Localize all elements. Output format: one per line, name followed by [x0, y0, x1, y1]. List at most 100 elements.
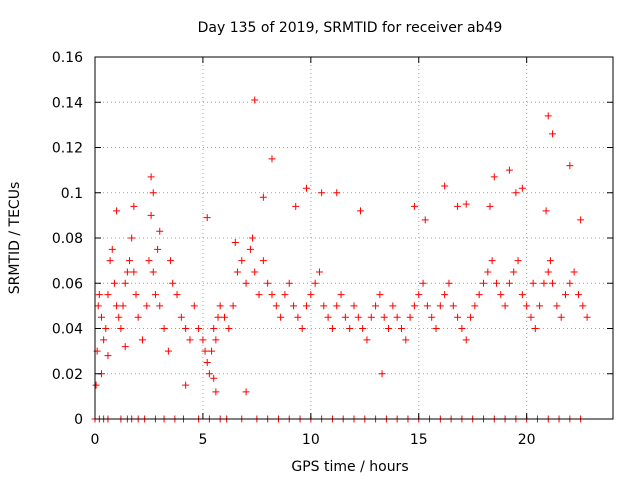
data-point — [445, 279, 453, 287]
data-point — [95, 291, 103, 299]
data-point — [328, 325, 336, 332]
data-point — [294, 313, 302, 321]
data-point — [458, 325, 466, 332]
data-point — [94, 302, 102, 310]
data-point — [359, 325, 367, 332]
data-point — [156, 302, 164, 310]
data-point — [540, 279, 548, 287]
data-point — [221, 313, 228, 321]
data-point — [100, 336, 108, 344]
data-point — [501, 302, 509, 310]
y-tick-label: 0.04 — [52, 322, 83, 338]
data-point — [441, 182, 449, 190]
data-point — [121, 343, 129, 351]
data-point — [113, 207, 121, 215]
data-point — [544, 112, 552, 120]
grid-lines — [95, 57, 613, 419]
data-point — [492, 279, 500, 287]
data-point — [177, 313, 185, 321]
data-point — [566, 279, 574, 287]
data-point — [203, 358, 211, 366]
x-tick-label: 0 — [91, 432, 100, 448]
data-point — [259, 257, 267, 265]
data-point — [104, 352, 112, 360]
data-point — [475, 291, 483, 299]
data-point — [128, 234, 136, 242]
data-point — [285, 279, 293, 287]
data-point — [130, 268, 138, 276]
data-point — [337, 291, 345, 299]
data-point — [255, 291, 263, 299]
data-point — [428, 313, 436, 321]
data-point — [169, 279, 177, 287]
data-point — [145, 257, 153, 265]
data-point — [480, 279, 487, 287]
data-point — [512, 189, 520, 197]
data-point — [186, 336, 194, 344]
data-point — [233, 268, 241, 276]
data-point — [110, 279, 118, 287]
x-tick-label: 10 — [302, 432, 320, 448]
data-point — [182, 381, 190, 389]
y-tick-label: 0 — [74, 412, 83, 428]
data-point — [143, 302, 151, 310]
data-point — [205, 370, 213, 378]
data-point — [147, 173, 155, 181]
data-point — [303, 184, 311, 192]
data-point — [385, 325, 393, 332]
data-point — [549, 279, 557, 287]
data-point — [423, 302, 431, 310]
data-point — [333, 302, 341, 310]
x-tick-labels: 0 5 10 15 20 — [91, 432, 536, 448]
data-point — [402, 336, 410, 344]
data-point — [467, 313, 475, 321]
data-point — [229, 302, 237, 310]
data-point — [529, 279, 537, 287]
x-axis-label: GPS time / hours — [291, 459, 408, 475]
data-point — [154, 245, 162, 253]
data-point — [410, 302, 418, 310]
y-tick-label: 0.08 — [52, 231, 83, 247]
data-point — [421, 216, 429, 224]
data-point — [212, 336, 220, 344]
data-point — [354, 313, 362, 321]
data-point — [579, 302, 587, 310]
data-point — [307, 291, 315, 299]
data-point — [238, 257, 246, 265]
data-point — [138, 336, 146, 344]
data-point — [210, 325, 218, 332]
data-point — [583, 313, 591, 321]
data-point — [303, 302, 311, 310]
y-tick-label: 0.06 — [52, 276, 83, 292]
data-point — [251, 96, 259, 104]
data-point — [167, 257, 175, 265]
data-point — [164, 347, 172, 355]
data-point — [557, 313, 565, 321]
y-tick-label: 0.1 — [61, 186, 83, 202]
data-point — [346, 325, 354, 332]
data-point — [249, 234, 257, 242]
x-tick-label: 5 — [198, 432, 207, 448]
data-point — [454, 313, 462, 321]
data-point — [318, 189, 326, 197]
x-tick-label: 15 — [410, 432, 428, 448]
data-point — [199, 336, 207, 344]
data-point — [432, 325, 440, 332]
data-point — [104, 291, 112, 299]
data-point — [415, 291, 423, 299]
data-point — [292, 202, 300, 210]
data-point — [544, 268, 552, 276]
data-point — [203, 214, 211, 222]
data-point — [264, 279, 272, 287]
data-point — [378, 370, 386, 378]
data-point — [577, 216, 585, 224]
data-point — [570, 268, 578, 276]
data-point — [268, 155, 276, 163]
data-point — [225, 325, 233, 332]
data-point — [320, 302, 328, 310]
data-point — [315, 268, 323, 276]
data-point — [208, 347, 216, 355]
data-point — [462, 336, 470, 344]
